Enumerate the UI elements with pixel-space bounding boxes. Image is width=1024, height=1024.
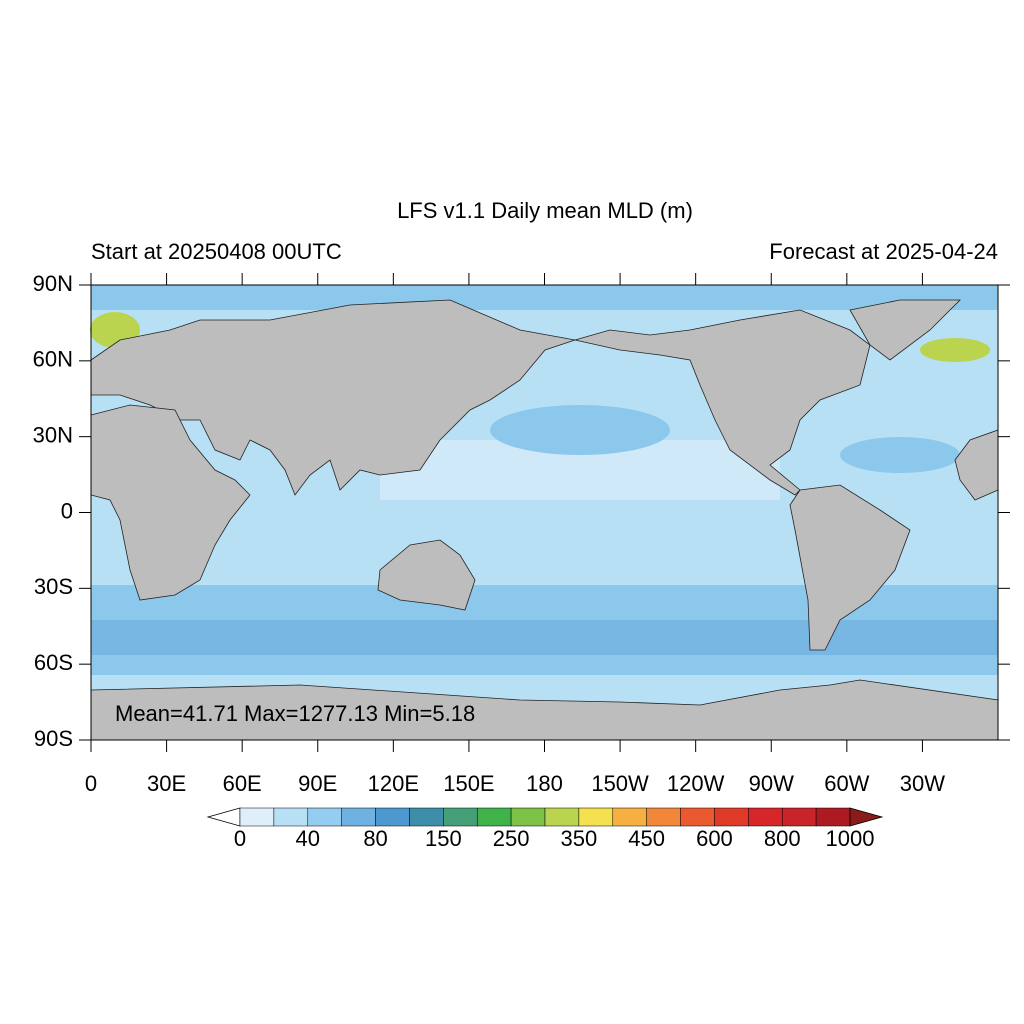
north-america xyxy=(574,309,871,496)
lon-label: 120W xyxy=(667,771,725,796)
lon-label: 150E xyxy=(443,771,494,796)
colorbar-label: 450 xyxy=(628,826,665,851)
colorbar-box xyxy=(375,807,410,827)
colorbar-box xyxy=(409,807,444,827)
colorbar-label: 350 xyxy=(561,826,598,851)
ocean-shade xyxy=(920,338,990,362)
africa xyxy=(90,404,251,601)
lon-label: 60W xyxy=(824,771,869,796)
colorbar-label: 800 xyxy=(764,826,801,851)
lat-label: 60N xyxy=(33,347,73,372)
stats: Mean=41.71 Max=1277.13 Min=5.18 xyxy=(115,701,475,726)
colorbar-box xyxy=(239,807,275,827)
lat-label: 90S xyxy=(34,726,73,751)
ocean-shade xyxy=(91,285,998,310)
lon-label: 60E xyxy=(223,771,262,796)
australia xyxy=(377,539,476,611)
lon-label: 90W xyxy=(749,771,794,796)
lon-label: 120E xyxy=(368,771,419,796)
colorbar-end xyxy=(206,807,241,827)
colorbar-box xyxy=(646,807,681,827)
colorbar-box xyxy=(273,807,309,827)
colorbar-box xyxy=(578,807,614,827)
lon-label: 180 xyxy=(526,771,563,796)
subtitle-left: Start at 20250408 00UTC xyxy=(91,239,342,264)
ocean-shade xyxy=(91,620,998,655)
colorbar-box xyxy=(476,807,512,827)
colorbar-label: 600 xyxy=(696,826,733,851)
colorbar-label: 40 xyxy=(296,826,320,851)
colorbar-box xyxy=(612,807,647,827)
greenland xyxy=(849,299,961,361)
lat-label: 90N xyxy=(33,271,73,296)
lat-label: 30N xyxy=(33,422,73,447)
colorbar-box xyxy=(680,807,715,827)
colorbar-label: 80 xyxy=(363,826,387,851)
subtitle-right: Forecast at 2025-04-24 xyxy=(769,239,998,264)
colorbar-box xyxy=(443,807,478,827)
lon-label: 90E xyxy=(298,771,337,796)
colorbar-label: 0 xyxy=(234,826,246,851)
map xyxy=(90,284,999,741)
colorbar-end xyxy=(849,807,884,827)
colorbar-box xyxy=(510,807,546,827)
colorbar-label: 250 xyxy=(493,826,530,851)
lon-label: 30E xyxy=(147,771,186,796)
lat-label: 30S xyxy=(34,574,73,599)
lat-label: 0 xyxy=(61,498,73,523)
colorbar-box xyxy=(544,807,580,827)
colorbar-box xyxy=(781,807,817,827)
lon-label: 150W xyxy=(591,771,649,796)
colorbar-box xyxy=(815,807,851,827)
colorbar-box xyxy=(341,807,376,827)
colorbar-box xyxy=(748,807,783,827)
ocean-shade xyxy=(840,437,960,473)
eurasia xyxy=(90,299,576,496)
lon-label: 0 xyxy=(85,771,97,796)
colorbar-box xyxy=(714,807,749,827)
lon-label: 30W xyxy=(900,771,945,796)
colorbar-label: 1000 xyxy=(826,826,875,851)
title: LFS v1.1 Daily mean MLD (m) xyxy=(397,198,693,223)
ocean-shade xyxy=(490,405,670,455)
colorbar-box xyxy=(307,807,342,827)
south-america xyxy=(789,484,911,651)
lat-label: 60S xyxy=(34,650,73,675)
colorbar-label: 150 xyxy=(425,826,462,851)
